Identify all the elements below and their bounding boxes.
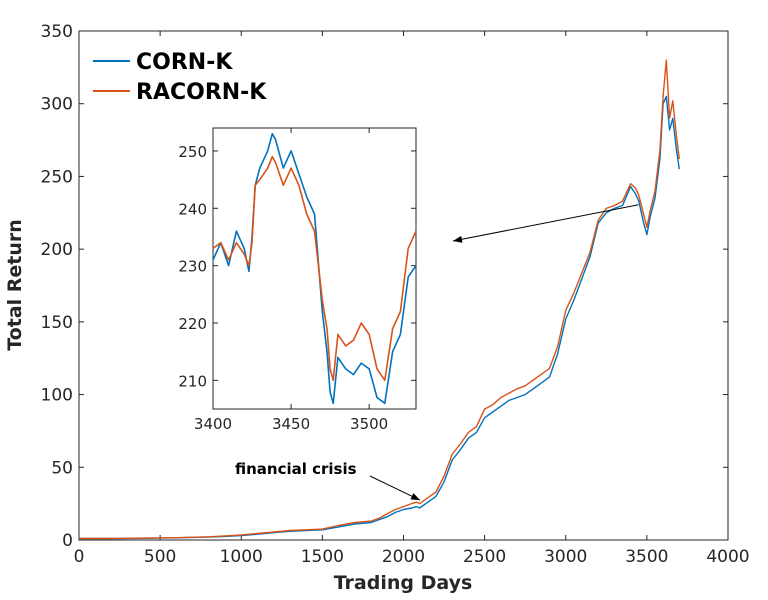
main-y-tick-label: 0 (62, 531, 73, 551)
inset-x-tick-label: 3450 (272, 415, 310, 433)
main-y-tick-label: 250 (41, 167, 73, 187)
main-series (79, 59, 680, 540)
main-x-tick-label: 2500 (463, 547, 506, 567)
annotation-arrow-financial-crisis (369, 475, 421, 501)
annotation-arrowhead-financial-crisis (410, 493, 421, 501)
inset-y-tick-label: 210 (178, 372, 207, 390)
main-x-tick-label: 3500 (625, 547, 668, 567)
annotation-financial-crisis: financial crisis (235, 460, 357, 478)
y-axis-label: Total Return (4, 219, 26, 351)
inset-y-tick-label: 220 (178, 315, 207, 333)
main-x-tick-label: 2000 (382, 547, 425, 567)
inset-pointer-arrow (452, 204, 639, 242)
legend-label-racorn-k: RACORN-K (136, 80, 267, 105)
main-y-tick-label: 150 (41, 313, 73, 333)
x-axis-label: Trading Days (334, 572, 473, 594)
main-x-tick-label: 1500 (301, 547, 344, 567)
legend-label-corn-k: CORN-K (136, 50, 233, 75)
inset-y-ticks: 210 220 230 240 250 (178, 143, 416, 390)
inset-x-tick-label: 3400 (194, 415, 232, 433)
inset-x-ticks: 3400 3450 3500 (194, 128, 388, 433)
main-x-tick-label: 0 (74, 547, 85, 567)
main-x-tick-label: 4000 (706, 547, 749, 567)
main-y-tick-label: 350 (41, 22, 73, 42)
inset-pointer-arrowhead (453, 235, 463, 243)
inset-y-tick-label: 230 (178, 258, 207, 276)
main-y-ticks: 0 50 100 150 200 250 300 350 (41, 22, 728, 551)
main-x-tick-label: 3000 (544, 547, 587, 567)
inset-x-tick-label: 3500 (350, 415, 388, 433)
main-x-tick-label: 1000 (220, 547, 263, 567)
inset-y-tick-label: 250 (178, 143, 207, 161)
inset-plot-area (212, 127, 417, 410)
inset-series-line-racorn-k (212, 155, 417, 382)
legend: CORN-K RACORN-K (93, 50, 267, 105)
main-x-ticks: 0 500 1000 1500 2000 2500 3000 3500 4000 (74, 31, 750, 567)
main-y-tick-label: 300 (41, 95, 73, 115)
main-x-tick-label: 500 (144, 547, 176, 567)
inset-series (212, 132, 417, 405)
main-y-tick-label: 100 (41, 386, 73, 406)
main-y-tick-label: 200 (41, 240, 73, 260)
inset-y-tick-label: 240 (178, 200, 207, 218)
main-y-tick-label: 50 (51, 458, 73, 478)
main-series-line-racorn-k (79, 59, 680, 540)
